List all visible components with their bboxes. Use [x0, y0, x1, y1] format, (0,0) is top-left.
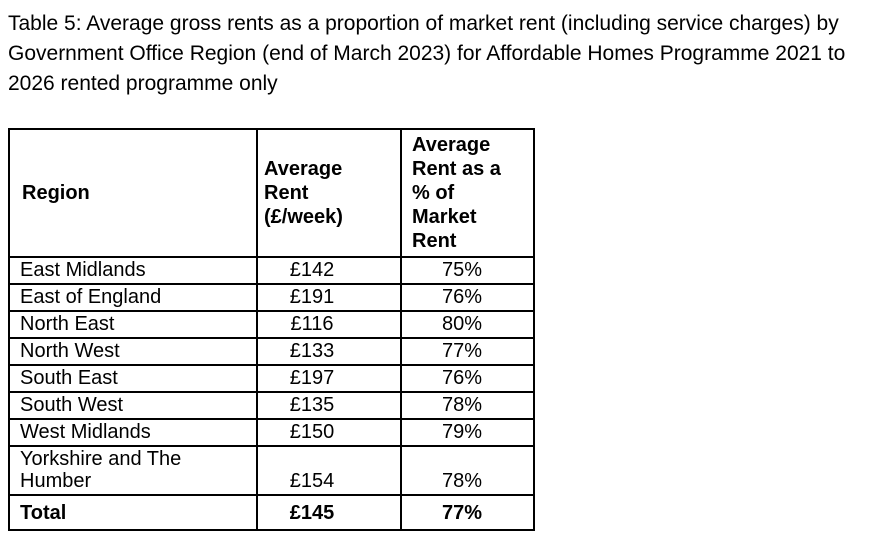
avg-rent-cell: £191: [256, 283, 402, 312]
total-row: Total £145 77%: [8, 494, 535, 531]
table-row: East Midlands £142 75%: [8, 256, 535, 285]
table-row: South East £197 76%: [8, 364, 535, 393]
column-header-avg-rent: Average Rent (£/week): [256, 128, 402, 258]
total-pct-market-cell: 77%: [400, 494, 535, 531]
avg-rent-cell: £133: [256, 337, 402, 366]
region-cell: South West: [8, 391, 258, 420]
region-cell: West Midlands: [8, 418, 258, 447]
pct-market-cell: 76%: [400, 283, 535, 312]
avg-rent-cell: £197: [256, 364, 402, 393]
table-body: East Midlands £142 75% East of England £…: [8, 256, 535, 531]
header-row: Region Average Rent (£/week) Average Ren…: [8, 128, 535, 258]
pct-market-cell: 76%: [400, 364, 535, 393]
pct-market-cell: 80%: [400, 310, 535, 339]
total-avg-rent-cell: £145: [256, 494, 402, 531]
table-row: East of England £191 76%: [8, 283, 535, 312]
table-row: North East £116 80%: [8, 310, 535, 339]
region-cell: East Midlands: [8, 256, 258, 285]
pct-market-cell: 78%: [400, 445, 535, 496]
total-label-cell: Total: [8, 494, 258, 531]
avg-rent-cell: £154: [256, 445, 402, 496]
column-header-region: Region: [8, 128, 258, 258]
avg-rent-cell: £116: [256, 310, 402, 339]
region-cell: North West: [8, 337, 258, 366]
table-row: North West £133 77%: [8, 337, 535, 366]
avg-rent-cell: £135: [256, 391, 402, 420]
avg-rent-cell: £142: [256, 256, 402, 285]
region-cell: East of England: [8, 283, 258, 312]
region-cell: Yorkshire and The Humber: [8, 445, 258, 496]
column-header-pct-market: Average Rent as a % of Market Rent: [400, 128, 535, 258]
table-row: South West £135 78%: [8, 391, 535, 420]
region-cell: South East: [8, 364, 258, 393]
pct-market-cell: 78%: [400, 391, 535, 420]
table-row: Yorkshire and The Humber £154 78%: [8, 445, 535, 496]
pct-market-cell: 79%: [400, 418, 535, 447]
pct-market-cell: 77%: [400, 337, 535, 366]
table-caption: Table 5: Average gross rents as a propor…: [8, 12, 846, 95]
rent-by-region-table: Region Average Rent (£/week) Average Ren…: [8, 128, 535, 531]
pct-market-cell: 75%: [400, 256, 535, 285]
region-cell: North East: [8, 310, 258, 339]
avg-rent-cell: £150: [256, 418, 402, 447]
table-row: West Midlands £150 79%: [8, 418, 535, 447]
table-header: Region Average Rent (£/week) Average Ren…: [8, 128, 535, 258]
